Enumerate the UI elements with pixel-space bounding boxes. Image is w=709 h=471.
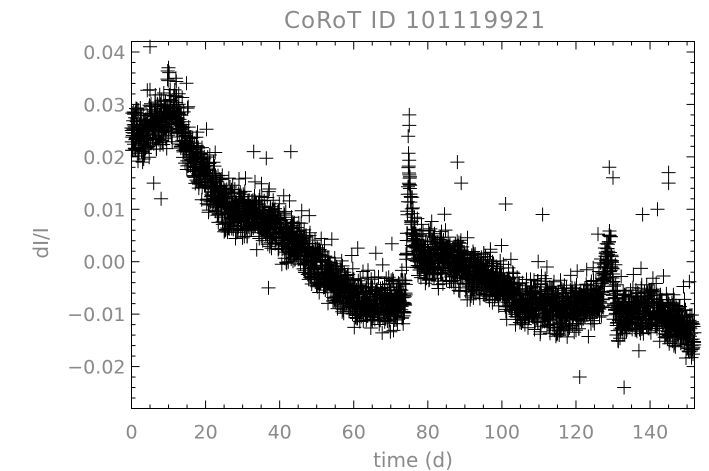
axis-ticks [131,41,695,409]
y-tick-label: −0.02 [67,357,125,379]
y-tick-label: 0.04 [83,42,125,64]
x-tick-label: 140 [632,422,668,444]
x-tick-label: 0 [125,422,137,444]
data-points [124,39,702,395]
y-tick-label: 0.02 [83,147,125,169]
chart-title: CoRoT ID 101119921 [284,8,546,34]
y-axis-label: dI/I [29,227,53,258]
y-tick-label: −0.01 [67,304,125,326]
x-tick-label: 80 [416,422,440,444]
plot-frame [131,41,695,409]
x-tick-label: 40 [268,422,292,444]
x-tick-label: 120 [558,422,594,444]
x-tick-label: 100 [484,422,520,444]
y-tick-label: 0.01 [83,199,125,221]
y-tick-label: 0.00 [83,252,125,274]
x-tick-label: 20 [193,422,217,444]
data-point [124,39,702,395]
y-tick-label: 0.03 [83,94,125,116]
x-tick-label: 60 [342,422,366,444]
x-axis-label: time (d) [373,448,453,471]
